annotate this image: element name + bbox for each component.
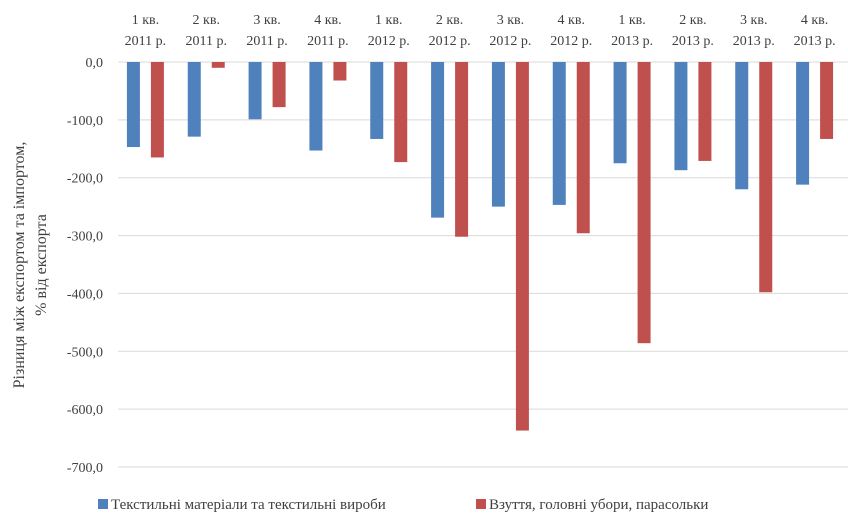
bar-textiles [796, 62, 810, 185]
y-tick-label: -500,0 [67, 345, 103, 360]
bar-textiles [431, 62, 445, 218]
y-tick-label: -300,0 [67, 230, 103, 245]
bar-footwear [515, 62, 529, 431]
category-label: 2013 р. [611, 34, 653, 49]
category-label: 2013 р. [672, 34, 714, 49]
category-label: 2011 р. [125, 34, 166, 49]
category-label: 3 кв. [740, 13, 767, 28]
y-axis-title: % від експорта [33, 214, 50, 316]
category-label: 2011 р. [186, 34, 227, 49]
category-label: 2012 р. [368, 34, 410, 49]
bar-footwear [272, 62, 286, 108]
bar-textiles [370, 62, 384, 139]
category-label: 1 кв. [375, 13, 402, 28]
legend-label: Взуття, головні убори, парасольки [489, 497, 708, 513]
bar-textiles [552, 62, 566, 205]
category-label: 4 кв. [801, 13, 828, 28]
bar-footwear [576, 62, 590, 234]
category-label: 3 кв. [497, 13, 524, 28]
category-label: 2012 р. [489, 34, 531, 49]
y-tick-label: -600,0 [67, 403, 103, 418]
legend-swatch-textiles [98, 499, 108, 509]
bar-textiles [126, 62, 140, 148]
category-label: 3 кв. [253, 13, 280, 28]
bar-footwear [333, 62, 347, 81]
y-tick-label: 0,0 [86, 56, 104, 71]
category-label: 4 кв. [314, 13, 341, 28]
category-label: 2011 р. [307, 34, 348, 49]
bar-textiles [309, 62, 323, 151]
bar-textiles [248, 62, 262, 120]
category-label: 2 кв. [193, 13, 220, 28]
y-tick-label: -700,0 [67, 461, 103, 476]
category-label: 2012 р. [429, 34, 471, 49]
legend-label: Текстильні матеріали та текстильні вироб… [111, 497, 386, 513]
y-tick-label: -100,0 [67, 114, 103, 129]
category-label: 2011 р. [246, 34, 287, 49]
category-label: 4 кв. [558, 13, 585, 28]
bar-footwear [759, 62, 773, 293]
bar-textiles [187, 62, 201, 137]
bar-footwear [820, 62, 834, 139]
legend-swatch-footwear [476, 499, 486, 509]
y-tick-label: -200,0 [67, 172, 103, 187]
category-label: 2 кв. [436, 13, 463, 28]
category-label: 2 кв. [679, 13, 706, 28]
category-label: 1 кв. [618, 13, 645, 28]
bar-footwear [637, 62, 651, 344]
y-tick-label: -400,0 [67, 287, 103, 302]
bar-textiles [674, 62, 688, 171]
category-label: 2013 р. [794, 34, 836, 49]
bar-footwear [211, 62, 225, 68]
y-axis-title: Різниця між експортом та імпортом, [11, 142, 28, 389]
bar-textiles [735, 62, 749, 190]
bar-footwear [150, 62, 164, 158]
bar-textiles [613, 62, 627, 164]
category-label: 2012 р. [550, 34, 592, 49]
bar-footwear [455, 62, 469, 237]
bar-footwear [698, 62, 712, 161]
bar-textiles [491, 62, 505, 207]
bar-footwear [394, 62, 408, 163]
category-label: 1 кв. [132, 13, 159, 28]
category-label: 2013 р. [733, 34, 775, 49]
